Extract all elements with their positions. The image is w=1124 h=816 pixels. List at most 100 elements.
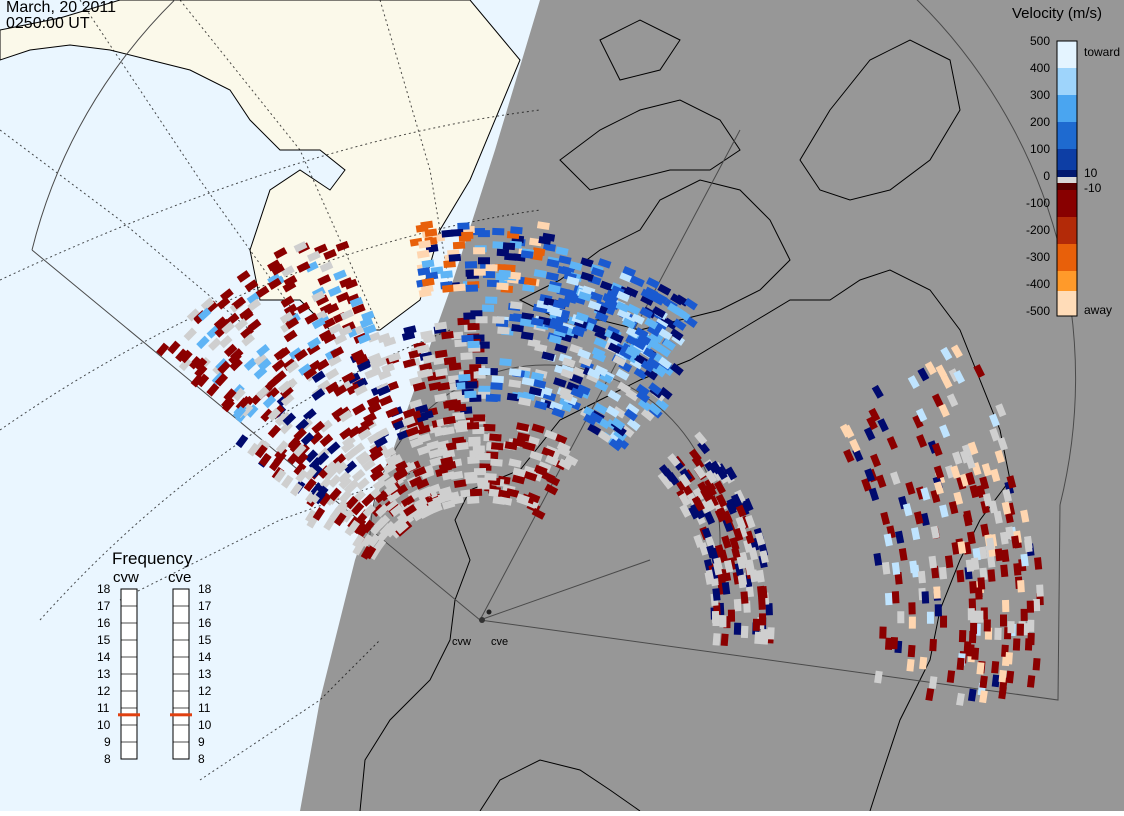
echo-cell — [608, 438, 623, 452]
echo-cell — [994, 627, 1002, 640]
echo-cell — [643, 347, 657, 360]
echo-cell — [498, 269, 511, 278]
echo-cell — [694, 431, 708, 446]
echo-cell — [434, 368, 448, 377]
echo-cell — [650, 293, 665, 306]
echo-cell — [657, 344, 672, 358]
frequency-radar-cve: cve — [168, 569, 192, 586]
echo-cell — [463, 312, 476, 320]
echo-cell — [871, 384, 884, 399]
echo-cell — [417, 489, 431, 501]
echo-cell — [980, 523, 990, 537]
echo-cell — [625, 388, 640, 402]
echo-cell — [1001, 501, 1012, 515]
echo-cell — [722, 518, 734, 533]
echo-cell — [293, 462, 307, 476]
echo-cell — [622, 266, 637, 278]
echo-cell — [759, 585, 768, 599]
echo-cell — [405, 426, 420, 438]
echo-cell — [981, 463, 992, 477]
echo-cell — [679, 503, 692, 518]
echo-cell — [1036, 584, 1044, 597]
echo-cell — [458, 373, 471, 382]
echo-cell — [553, 377, 567, 388]
echo-cell — [295, 469, 309, 483]
echo-cell — [615, 301, 630, 313]
echo-cell — [488, 488, 502, 497]
echo-cell — [886, 436, 898, 450]
echo-cell — [868, 487, 880, 502]
echo-cell — [415, 478, 430, 490]
echo-cell — [906, 658, 915, 672]
echo-cell — [499, 358, 512, 367]
echo-cell — [267, 259, 281, 272]
frequency-tick-left: 12 — [97, 684, 111, 698]
echo-cell — [1001, 549, 1010, 563]
echo-cell — [999, 614, 1008, 627]
frequency-tick-left: 18 — [97, 582, 111, 596]
echo-cell — [280, 265, 295, 278]
echo-cell — [307, 337, 322, 350]
echo-cell — [879, 626, 887, 639]
echo-cell — [323, 516, 336, 531]
echo-cell — [672, 318, 687, 331]
echo-cell — [891, 591, 900, 604]
echo-cell — [436, 440, 450, 450]
colorbar-tick-minus200: -200 — [1025, 223, 1050, 237]
echo-cell — [566, 276, 580, 286]
echo-cell — [748, 547, 759, 561]
echo-cell — [644, 317, 659, 330]
echo-cell — [639, 306, 654, 319]
echo-cell — [970, 610, 978, 623]
echo-cell — [991, 674, 1001, 688]
echo-cell — [760, 628, 769, 642]
echo-cell — [519, 318, 533, 327]
echo-cell — [441, 499, 456, 510]
echo-cell — [599, 280, 614, 292]
frequency-tick-right: 15 — [198, 633, 212, 647]
echo-cell — [403, 504, 417, 517]
echo-cell — [337, 470, 352, 485]
echo-cell — [484, 473, 497, 481]
frequency-tick-left: 17 — [97, 599, 111, 613]
echo-cell — [533, 269, 547, 278]
echo-cell — [897, 611, 905, 624]
echo-cell — [349, 296, 364, 308]
echo-cell — [223, 343, 238, 358]
echo-cell — [660, 475, 674, 490]
echo-cell — [633, 367, 648, 380]
echo-cell — [631, 275, 645, 288]
echo-cell — [288, 347, 303, 360]
echo-cell — [693, 497, 706, 512]
echo-cell — [662, 468, 676, 482]
echo-cell — [713, 480, 726, 495]
echo-cell — [183, 327, 197, 342]
echo-cell — [341, 435, 356, 449]
echo-cell — [214, 373, 229, 387]
echo-cell — [387, 352, 402, 363]
echo-cell — [303, 478, 317, 492]
echo-cell — [497, 489, 511, 499]
frequency-marker-cvw — [118, 713, 140, 717]
echo-cell — [944, 555, 954, 569]
echo-cell — [640, 360, 655, 373]
echo-cell — [178, 357, 192, 372]
echo-cell — [956, 657, 965, 671]
echo-cell — [537, 461, 552, 473]
echo-cell — [758, 597, 766, 610]
echo-cell — [930, 565, 940, 579]
colorbar-tick-10: 10 — [1084, 166, 1098, 180]
echo-cell — [619, 347, 633, 360]
echo-cell — [713, 557, 723, 571]
echo-cell — [482, 270, 496, 279]
echo-cell — [640, 288, 655, 301]
echo-cell — [551, 407, 566, 419]
echo-cell — [503, 264, 516, 273]
echo-cell — [469, 488, 483, 497]
echo-cell — [335, 240, 350, 252]
echo-cell — [583, 413, 598, 426]
echo-cell — [558, 255, 572, 265]
echo-cell — [485, 296, 498, 304]
echo-cell — [453, 421, 467, 430]
echo-cell — [442, 415, 456, 425]
